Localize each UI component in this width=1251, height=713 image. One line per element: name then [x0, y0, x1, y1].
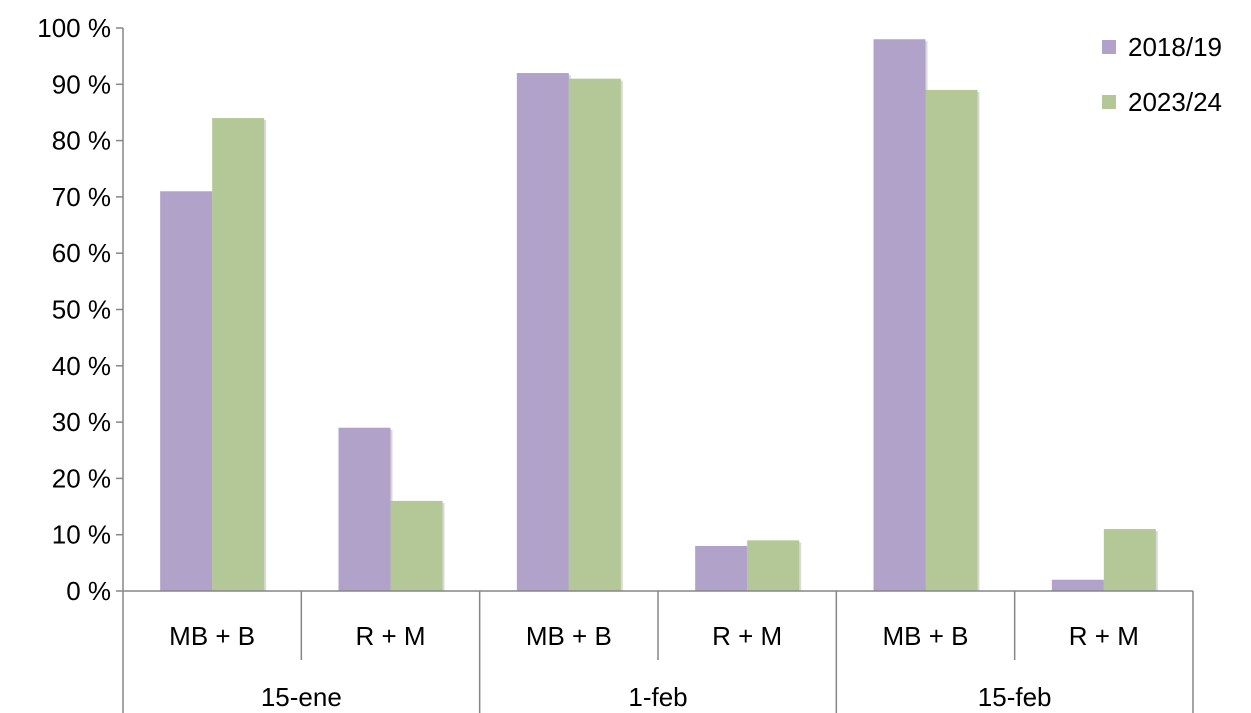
bar-2023-24-4 [925, 89, 978, 592]
y-tick-label: 50 % [52, 295, 111, 325]
x-axis: MB + B R + M MB + B R + M MB + B R + M 15-ene 1… [122, 590, 1194, 713]
y-tick-label: 90 % [52, 69, 111, 99]
y-tick-label: 0 % [66, 576, 111, 606]
legend-swatch [1102, 40, 1116, 54]
x-category-label: MB + B [883, 621, 969, 651]
y-tick-label: 60 % [52, 238, 111, 268]
bar-2018-19-5 [1051, 579, 1104, 591]
bar-2023-24-3 [747, 540, 800, 591]
bars [160, 39, 1158, 592]
bar-2023-24-1 [390, 500, 443, 591]
bar-2018-19-3 [695, 545, 748, 591]
bar-2023-24-2 [568, 78, 621, 592]
bar-2018-19-0 [160, 191, 213, 591]
x-category-label: MB + B [169, 621, 255, 651]
bar-2023-24-0 [212, 118, 265, 591]
y-tick-label: 40 % [52, 351, 111, 381]
y-axis: 0 % 10 % 20 % 30 % 40 % 50 % 60 % 70 % 80 % 90 % 1… [37, 13, 124, 606]
bar-2018-19-1 [338, 427, 391, 591]
y-tick-label: 70 % [52, 182, 111, 212]
x-category-label: R + M [355, 621, 425, 651]
x-category-label: MB + B [526, 621, 612, 651]
x-group-label: 1-feb [628, 682, 687, 712]
legend-label: 2023/24 [1128, 87, 1222, 117]
x-category-label: R + M [1069, 621, 1139, 651]
y-tick-label: 30 % [52, 407, 111, 437]
bar-2023-24-5 [1103, 529, 1156, 591]
legend-label: 2018/19 [1128, 32, 1222, 62]
bar-2018-19-4 [873, 39, 926, 591]
x-category-label: R + M [712, 621, 782, 651]
legend: 2018/19 2023/24 [1102, 32, 1222, 117]
y-tick-label: 80 % [52, 126, 111, 156]
y-tick-label: 100 % [37, 13, 111, 43]
x-group-label: 15-ene [261, 682, 342, 712]
y-tick-label: 10 % [52, 520, 111, 550]
x-group-label: 15-feb [978, 682, 1052, 712]
legend-swatch [1102, 95, 1116, 109]
y-tick-label: 20 % [52, 463, 111, 493]
bar-2018-19-2 [516, 73, 569, 592]
